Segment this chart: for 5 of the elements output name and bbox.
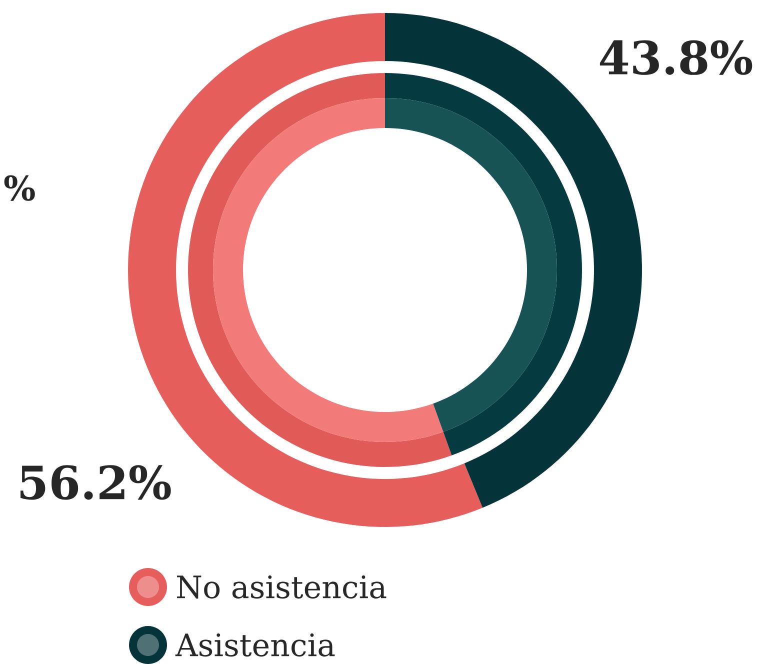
legend-label: Asistencia xyxy=(175,633,335,657)
data-label: 43.8% xyxy=(600,40,752,75)
legend-label: No asistencia xyxy=(177,575,386,599)
text: % xyxy=(4,175,35,201)
data-label: 56.2% xyxy=(20,465,171,500)
